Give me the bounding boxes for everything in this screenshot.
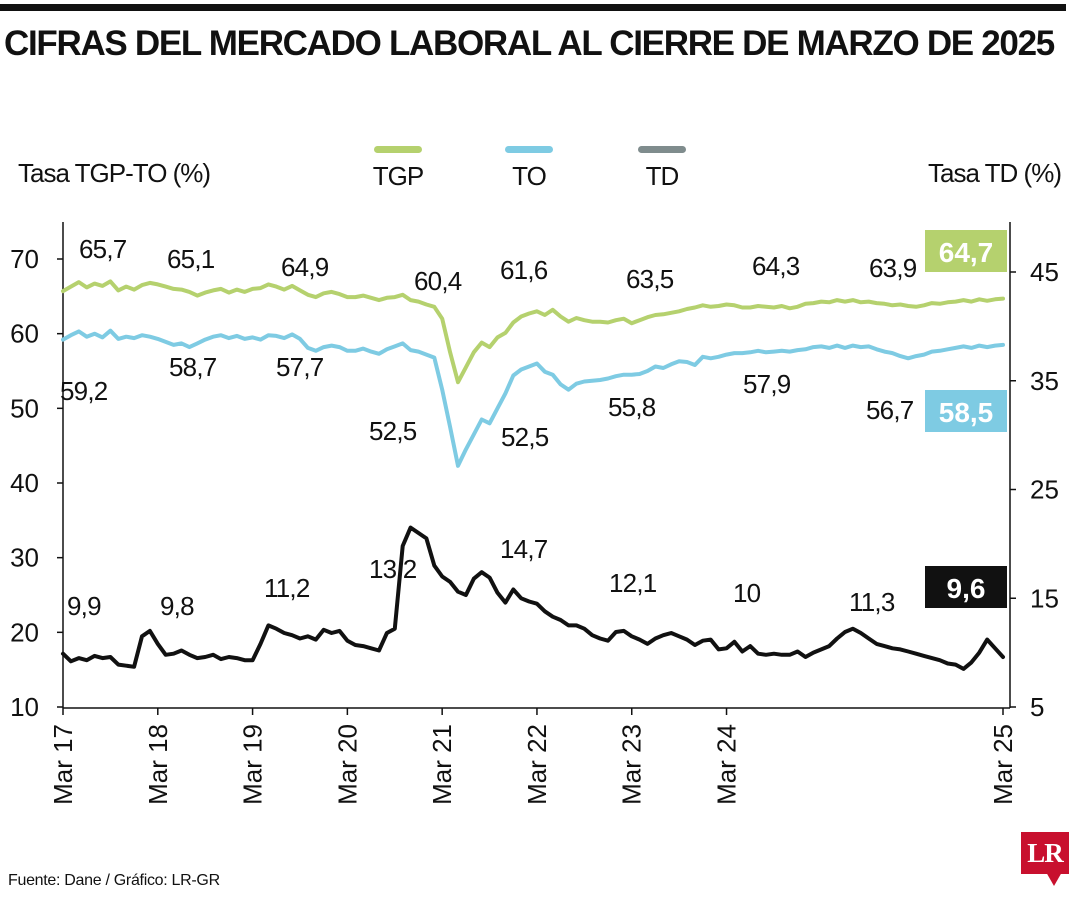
left-axis-title: Tasa TGP-TO (%) <box>18 158 211 188</box>
series-line-to <box>61 328 1005 468</box>
annotation-to: 57,7 <box>276 352 324 382</box>
right-axis-tick-label: 25 <box>1030 475 1059 505</box>
legend-swatch-td <box>638 146 686 153</box>
x-axis-tick-label: Mar 20 <box>332 724 362 805</box>
legend-label-tgp: TGP <box>372 161 424 191</box>
left-axis-tick-label: 30 <box>10 543 39 573</box>
annotation-td: 13,2 <box>369 554 417 584</box>
latest-badge-value-td: 9,6 <box>947 573 986 604</box>
line-chart: 10 20 30 40 50 60 70 5 15 25 35 45 Mar 17 Mar 18 Mar 1… <box>10 222 1059 805</box>
annotation-tgp: 64,3 <box>752 251 800 281</box>
annotation-td: 9,9 <box>67 591 101 621</box>
left-axis-tick-label: 40 <box>10 468 39 498</box>
right-axis-tick-label: 5 <box>1030 692 1044 722</box>
left-axis-tick-label: 10 <box>10 692 39 722</box>
chart-title: CIFRAS DEL MERCADO LABORAL AL CIERRE DE … <box>4 24 1055 63</box>
annotation-tgp: 61,6 <box>500 255 548 285</box>
annotation-to: 56,7 <box>866 395 914 425</box>
series-line-tgp <box>61 279 1005 385</box>
annotation-td: 12,1 <box>609 568 657 598</box>
x-axis-tick-label: Mar 17 <box>48 724 78 805</box>
source-note: Fuente: Dane / Gráfico: LR-GR <box>8 872 220 889</box>
annotation-to: 52,5 <box>501 422 549 452</box>
annotation-td: 9,8 <box>160 591 194 621</box>
annotation-tgp: 65,1 <box>167 244 215 274</box>
latest-badge-to <box>925 390 1007 432</box>
legend-swatch-tgp <box>374 146 422 153</box>
annotation-to: 55,8 <box>608 392 656 422</box>
legend-item-tgp: TGP <box>368 146 428 192</box>
latest-badge-td <box>925 566 1007 608</box>
legend-label-td: TD <box>645 161 680 191</box>
annotation-td: 11,2 <box>264 573 310 603</box>
legend-label-to: TO <box>512 161 547 191</box>
x-axis-tick-label: Mar 21 <box>427 724 457 805</box>
annotation-to: 59,2 <box>60 376 108 406</box>
left-axis-tick-label: 60 <box>10 319 39 349</box>
annotation-tgp: 64,9 <box>281 252 329 282</box>
right-axis-tick-label: 35 <box>1030 366 1059 396</box>
annotation-td: 14,7 <box>500 534 548 564</box>
right-axis-tick-label: 15 <box>1030 583 1059 613</box>
annotation-tgp: 60,4 <box>414 266 462 296</box>
annotation-to: 52,5 <box>369 416 417 446</box>
annotation-td: 10 <box>733 578 761 608</box>
x-axis-tick-label: Mar 25 <box>988 724 1018 805</box>
top-rule <box>0 4 1066 11</box>
x-axis-tick-label: Mar 23 <box>617 724 647 805</box>
annotation-tgp: 63,9 <box>869 253 917 283</box>
x-axis-tick-label: Mar 18 <box>143 724 173 805</box>
right-axis-tick-label: 45 <box>1030 257 1059 287</box>
latest-badge-value-to: 58,5 <box>939 397 994 428</box>
legend-swatch-to <box>505 146 553 153</box>
x-axis-tick-label: Mar 19 <box>238 724 268 805</box>
annotation-to: 58,7 <box>169 352 217 382</box>
left-axis-tick-label: 20 <box>10 617 39 647</box>
right-axis-title: Tasa TD (%) <box>928 158 1062 188</box>
left-axis-tick-label: 70 <box>10 244 39 274</box>
x-axis-tick-label: Mar 22 <box>522 724 552 805</box>
annotation-to: 57,9 <box>743 369 791 399</box>
lr-logo: LR <box>1021 832 1069 874</box>
lr-logo-tail <box>1046 872 1062 886</box>
latest-badge-value-tgp: 64,7 <box>939 237 994 268</box>
legend-item-td: TD <box>632 146 692 192</box>
left-axis-tick-label: 50 <box>10 393 39 423</box>
annotation-td: 11,3 <box>849 587 895 617</box>
annotation-tgp: 65,7 <box>79 234 127 264</box>
latest-badge-tgp <box>925 230 1007 272</box>
x-axis-tick-label: Mar 24 <box>712 724 742 805</box>
annotation-tgp: 63,5 <box>626 264 674 294</box>
series-line-td <box>61 525 1005 671</box>
legend-item-to: TO <box>499 146 559 192</box>
